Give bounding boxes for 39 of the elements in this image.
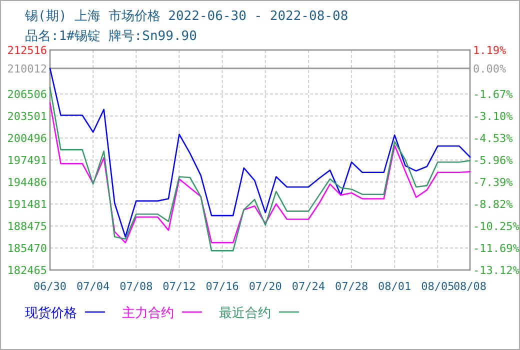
y2-tick-label: -5.96% [473, 154, 514, 167]
x-tick-label: 08/05 [421, 280, 454, 293]
legend-label: 主力合约 [122, 305, 174, 321]
chart-subtitle: 品名:1#锡锭 牌号:Sn99.90 [25, 29, 197, 44]
x-tick-label: 07/16 [206, 280, 239, 293]
x-tick-label: 06/30 [33, 280, 67, 293]
x-tick-label: 08/01 [378, 280, 412, 293]
y-tick-label: 197491 [7, 154, 47, 167]
legend-label: 现货价格 [25, 306, 77, 321]
y-tick-label: 188475 [7, 220, 47, 233]
x-tick-label: 07/04 [76, 280, 110, 293]
y-tick-label: 191481 [7, 198, 47, 211]
y2-tick-label: -1.67% [473, 88, 514, 101]
y2-tick-label: -13.12% [473, 264, 520, 277]
y2-tick-label: -11.69% [473, 242, 520, 256]
y2-tick-label: -7.39% [473, 176, 514, 189]
chart-title: 锡(期) 上海 市场价格 2022-06-30 - 2022-08-08 [24, 9, 348, 24]
y-tick-label: 203501 [7, 110, 47, 123]
y-tick-label: 210012 [7, 62, 47, 76]
x-tick-label: 07/28 [334, 280, 368, 293]
x-tick-label: 08/08 [453, 280, 487, 293]
y2-tick-label: 0.00% [473, 62, 506, 76]
x-tick-label: 07/24 [292, 280, 326, 293]
y2-tick-label: -10.25% [473, 220, 520, 233]
y-tick-label: 212516 [7, 44, 47, 57]
y-tick-label: 185470 [7, 242, 47, 255]
x-tick-label: 07/12 [162, 280, 196, 293]
y2-tick-label: 1.19% [473, 44, 506, 57]
y-tick-label: 206506 [7, 88, 47, 101]
y2-tick-label: -3.10% [473, 110, 514, 123]
y2-tick-label: -8.82% [473, 198, 514, 211]
y2-tick-label: -4.53% [473, 132, 514, 145]
legend-label: 最近合约 [219, 306, 271, 321]
y-tick-label: 200496 [7, 132, 47, 145]
x-tick-label: 07/20 [248, 280, 282, 293]
line-series [49, 68, 471, 238]
x-tick-label: 07/08 [120, 280, 153, 293]
y-tick-label: 182465 [7, 264, 47, 277]
y-tick-label: 194486 [7, 176, 47, 189]
